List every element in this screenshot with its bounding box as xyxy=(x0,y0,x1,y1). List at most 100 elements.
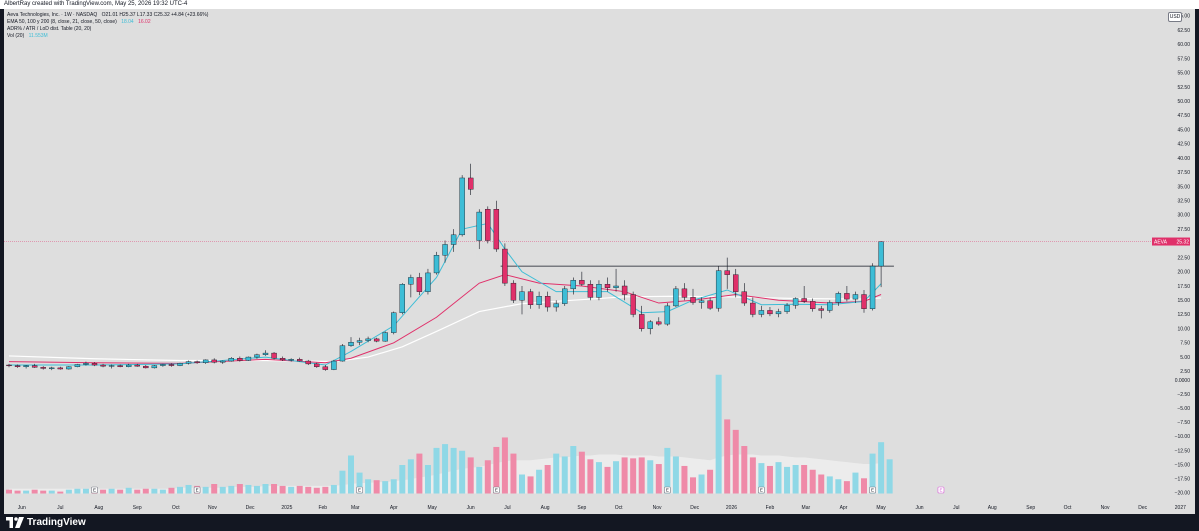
oscillator-axis-tick: −15.00 xyxy=(1175,462,1191,468)
volume-bar xyxy=(484,460,491,494)
volume-bar xyxy=(707,469,714,494)
time-axis-label: Dec xyxy=(1138,505,1147,511)
chart-frame[interactable]: AEVA 25.32 65.00 62.50 60.00 57.50 55.00 52.50 5… xyxy=(4,9,1195,514)
candle-body xyxy=(544,296,551,308)
time-axis-label: Mar xyxy=(802,505,811,511)
candle-body xyxy=(262,352,269,355)
volume-bar xyxy=(416,453,423,494)
candle-body xyxy=(160,364,166,366)
candle-body xyxy=(510,282,517,301)
volume-bar xyxy=(835,479,842,494)
candle-body xyxy=(100,364,106,367)
time-axis-label: Sep xyxy=(1026,505,1035,511)
volume-bar xyxy=(279,485,286,494)
tradingview-logo-icon xyxy=(6,517,24,528)
volume-bar xyxy=(305,486,312,494)
candle-body xyxy=(279,358,286,361)
price-axis-tick: 57.50 xyxy=(1177,56,1190,62)
candle-body xyxy=(168,364,175,366)
volume-bar xyxy=(595,462,602,494)
time-axis-label: 2026 xyxy=(726,505,737,511)
volume-bar xyxy=(775,462,782,494)
volume-bar xyxy=(134,489,141,494)
candle-body xyxy=(220,360,226,363)
attribution-bar: AlbertRay created with TradingView.com, … xyxy=(0,0,1199,9)
legend-volume-label: Vol (20) xyxy=(7,33,25,39)
candle-body xyxy=(297,359,303,362)
candle-body xyxy=(31,365,38,368)
candle-body xyxy=(185,361,192,364)
candle-body xyxy=(91,363,98,366)
volume-bar xyxy=(6,489,12,494)
time-axis-label: Nov xyxy=(208,505,217,511)
candle-body xyxy=(459,177,465,236)
price-axis-tick: 50.00 xyxy=(1177,99,1190,105)
volume-bar xyxy=(878,442,885,494)
earnings-marker xyxy=(193,486,201,494)
last-price-tag-symbol: AEVA xyxy=(1154,240,1168,246)
volume-bar xyxy=(373,480,380,494)
price-chart[interactable]: AEVA 25.32 65.00 62.50 60.00 57.50 55.00 52.50 5… xyxy=(4,9,1195,514)
time-axis-label: 2027 xyxy=(1175,505,1186,511)
ema-mid-line xyxy=(8,274,882,364)
time-axis-label: Sep xyxy=(133,505,142,511)
legend-ema-mid-value: 16.02 xyxy=(138,19,151,25)
volume-bar xyxy=(48,490,55,494)
candle-body xyxy=(134,364,140,367)
candle-body xyxy=(835,293,842,303)
candle-body xyxy=(621,285,628,295)
oscillator-axis-tick: −2.50 xyxy=(1177,392,1190,398)
volume-bar xyxy=(493,446,500,494)
candle-body xyxy=(108,365,115,367)
legend-adrs-label: ADR% / ATR / LoD dist. Table (20, 20) xyxy=(7,26,92,32)
candle-body xyxy=(664,305,671,325)
time-axis-label: Oct xyxy=(172,505,180,511)
candle-body xyxy=(237,358,243,361)
candle-body xyxy=(758,310,765,315)
candle-body xyxy=(271,352,277,359)
volume-bar xyxy=(253,485,260,494)
candle-body xyxy=(852,294,859,300)
candle-body xyxy=(639,314,645,329)
price-axis-tick: 55.00 xyxy=(1177,71,1190,77)
volume-bar xyxy=(690,477,696,494)
candle-body xyxy=(844,293,850,300)
candle-body xyxy=(536,296,542,305)
volume-bar xyxy=(262,484,269,494)
price-axis-tick: 37.50 xyxy=(1177,170,1190,176)
oscillator-axis-tick: −17.50 xyxy=(1175,477,1191,483)
time-axis-label: May xyxy=(876,505,886,511)
volume-bar xyxy=(570,446,577,494)
time-axis-label: Nov xyxy=(1101,505,1110,511)
time-axis-label: Aug xyxy=(541,505,550,511)
volume-bar xyxy=(185,484,192,494)
candle-body xyxy=(613,285,619,288)
candle-body xyxy=(869,265,876,309)
candle-body xyxy=(408,277,414,285)
legend-ohlc: O21.01 H25.37 L17.33 C25.32 +4.84 (+23.6… xyxy=(101,12,209,18)
legend-ema: EMA 50, 100 y 200 (8, close, 21, close, … xyxy=(7,19,154,26)
legend-adrs: ADR% / ATR / LoD dist. Table (20, 20) xyxy=(7,26,94,33)
volume-bar xyxy=(886,459,893,494)
time-axis-label: Aug xyxy=(94,505,103,511)
volume-bar xyxy=(442,444,449,494)
volume-bar xyxy=(459,450,466,494)
candle-body xyxy=(416,277,423,292)
candle-body xyxy=(553,303,559,308)
candle-body xyxy=(707,300,713,309)
earnings-marker-label: E xyxy=(939,488,942,493)
candle-body xyxy=(690,297,696,303)
candle-body xyxy=(493,209,500,250)
volume-bar xyxy=(869,453,876,494)
price-axis-tick: 20.00 xyxy=(1177,270,1190,276)
earnings-marker xyxy=(869,486,876,494)
earnings-marker xyxy=(758,486,765,494)
candle-body xyxy=(698,300,705,303)
volume-bar xyxy=(365,479,372,494)
currency-label[interactable]: USD xyxy=(1168,12,1182,22)
candle-body xyxy=(878,241,884,267)
candle-body xyxy=(570,280,576,290)
candle-body xyxy=(792,298,799,306)
volume-bar xyxy=(826,476,833,494)
volume-bar xyxy=(117,489,124,494)
